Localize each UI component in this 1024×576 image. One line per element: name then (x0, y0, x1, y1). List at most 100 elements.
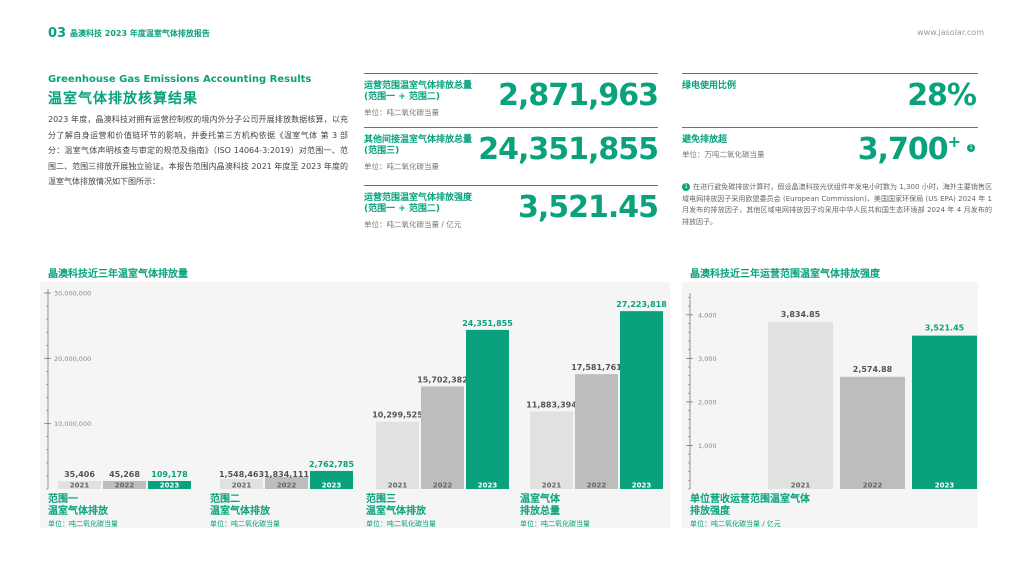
chart1-year-band (421, 481, 464, 489)
chart1-category-unit: 单位：吨二氧化碳当量 (366, 519, 436, 528)
chart2-year-band (912, 481, 977, 489)
footnote-marker-icon: 1 (967, 137, 978, 156)
kpi-green-power-label: 绿电使用比例 (682, 81, 737, 91)
chart1-value-label: 11,883,394 (526, 400, 577, 409)
chart1-year-label: 2022 (115, 482, 135, 490)
chart2-value-label: 2,574.88 (853, 365, 893, 374)
chart1-year-label: 2023 (160, 482, 180, 490)
site-url[interactable]: www.jasolar.com (917, 28, 984, 37)
kpi-scope3-unit: 单位：吨二氧化碳当量 (364, 162, 439, 171)
chart1-category-unit: 单位：吨二氧化碳当量 (210, 519, 280, 528)
chart2-bar (912, 335, 977, 489)
chart1-year-band (58, 481, 101, 489)
chart1-tick-label: 10,000,000 (54, 420, 91, 428)
chart2-year-label: 2021 (791, 482, 811, 490)
kpi-scope12: 运营范围温室气体排放总量 (范围一 + 范围二) 单位：吨二氧化碳当量 2,87… (364, 73, 659, 123)
page-number: 03 (48, 26, 67, 41)
chart1-year-label: 2023 (478, 482, 498, 490)
kpi-avoided-value: 3,700+ (857, 132, 961, 167)
kpi-avoided-unit: 单位：万吨二氧化碳当量 (682, 150, 765, 159)
chart1-year-label: 2023 (632, 482, 652, 490)
chart2-svg: 1,000 2,000 3,000 4,000 2021 3,834.85 2022 2,57… (686, 293, 977, 528)
chart1-year-band (376, 481, 419, 489)
chart1-year-label: 2021 (70, 482, 90, 490)
chart2-category-unit: 单位：吨二氧化碳当量 / 亿元 (690, 519, 781, 528)
kpi-avoided-suffix: + (947, 132, 961, 151)
chart2-tick-label: 2,000 (698, 398, 717, 406)
chart1-year-label: 2021 (388, 482, 408, 490)
chart2-title: 晶澳科技近三年运营范围温室气体排放强度 (690, 269, 880, 280)
kpi-intensity-value: 3,521.45 (517, 190, 659, 225)
chart1-value-label: 10,299,525 (372, 411, 423, 420)
chart2-year-band (768, 481, 833, 489)
chart1-bar (620, 311, 663, 489)
kpi-intensity: 运营范围温室气体排放强度 (范围一 + 范围二) 单位：吨二氧化碳当量 / 亿元… (364, 185, 659, 235)
chart1-year-band (575, 481, 618, 489)
kpi-green-power-value: 28% (907, 78, 977, 113)
intro-paragraph: 2023 年度，晶澳科技对拥有运营控制权的境内外分子公司开展排放数据核算，以充分… (48, 115, 348, 186)
chart1-value-label: 1,834,111 (264, 470, 309, 479)
chart1-year-label: 2022 (433, 482, 453, 490)
kpi-scope12-label: 运营范围温室气体排放总量 (范围一 + 范围二) (364, 81, 473, 102)
kpi-avoided-number: 3,700 (857, 132, 949, 167)
chart1-category-label: 范围三温室气体排放 (366, 492, 427, 517)
chart1-value-label: 17,581,761 (571, 363, 622, 372)
chart1-year-band (310, 481, 353, 489)
footnote: 1 在进行避免碳排放计算时，假设晶澳科技光伏组件年发电小时数为 1,300 小时，… (682, 182, 992, 228)
chart1-year-label: 2022 (277, 482, 297, 490)
chart1-bar (421, 386, 464, 489)
chart2-category-label: 单位营收运营范围温室气体排放强度 (690, 492, 811, 517)
chart1-svg: 10,000,000 20,000,000 30,000,000 2021 35,406… (44, 289, 667, 528)
kpi-intensity-label: 运营范围温室气体排放强度 (范围一 + 范围二) (364, 193, 473, 214)
footnote-text: 在进行避免碳排放计算时，假设晶澳科技光伏组件年发电小时数为 1,300 小时，海… (682, 183, 992, 226)
chart1-category-label: 温室气体排放总量 (520, 492, 561, 517)
chart2-tick-label: 1,000 (698, 442, 717, 450)
chart1-year-band (148, 481, 191, 489)
chart2-year-label: 2023 (935, 482, 955, 490)
footnote-mark-icon: 1 (682, 183, 690, 191)
chart1-year-label: 2021 (542, 482, 562, 490)
kpi-green-power: 绿电使用比例 28% (682, 73, 978, 121)
kpi-scope3: 其他间接温室气体排放总量 (范围三) 单位：吨二氧化碳当量 24,351,855 (364, 127, 659, 179)
chart1-value-label: 109,178 (151, 470, 188, 479)
chart1-category-unit: 单位：吨二氧化碳当量 (48, 519, 118, 528)
chart1-value-label: 2,762,785 (309, 460, 354, 469)
section-title-zh: 温室气体排放核算结果 (48, 91, 198, 107)
chart1-year-band (466, 481, 509, 489)
chart2-tick-label: 3,000 (698, 355, 717, 363)
chart2-value-label: 3,521.45 (925, 324, 965, 333)
chart1-year-label: 2023 (322, 482, 342, 490)
kpi-intensity-unit: 单位：吨二氧化碳当量 / 亿元 (364, 220, 462, 229)
chart1-category-label: 范围一温室气体排放 (48, 492, 109, 517)
chart1-bar (466, 329, 509, 489)
chart2-bar (840, 376, 905, 489)
chart1-tick-label: 30,000,000 (54, 290, 91, 298)
chart1-category-unit: 单位：吨二氧化碳当量 (520, 519, 590, 528)
chart1-bar (530, 411, 573, 489)
chart1-value-label: 1,548,463 (219, 470, 264, 479)
chart1-value-label: 35,406 (64, 470, 95, 479)
chart1-title: 晶澳科技近三年温室气体排放量 (48, 269, 188, 280)
kpi-avoided-label: 避免排放超 (682, 135, 728, 145)
chart2-value-label: 3,834.85 (781, 310, 821, 319)
chart1-bar (575, 374, 618, 489)
chart1-year-band (220, 481, 263, 489)
footnote-marker: 1 (967, 143, 975, 152)
kpi-scope12-value: 2,871,963 (498, 78, 659, 113)
kpi-avoided: 避免排放超 单位：万吨二氧化碳当量 3,700+ 1 (682, 127, 978, 175)
chart1-tick-label: 20,000,000 (54, 355, 91, 363)
kpi-scope12-unit: 单位：吨二氧化碳当量 (364, 108, 439, 117)
chart1-panel: 10,000,000 20,000,000 30,000,000 2021 35,406… (40, 282, 670, 528)
chart1-year-band (530, 481, 573, 489)
chart1-year-band (620, 481, 663, 489)
chart1-year-label: 2022 (587, 482, 607, 490)
chart1-year-band (265, 481, 308, 489)
chart2-bar (768, 321, 833, 489)
chart1-value-label: 24,351,855 (462, 319, 513, 328)
chart1-bar (376, 421, 419, 489)
chart1-year-band (103, 481, 146, 489)
chart1-category-label: 范围二温室气体排放 (210, 492, 271, 517)
chart1-value-label: 45,268 (109, 470, 140, 479)
chart2-year-label: 2022 (863, 482, 883, 490)
chart2-year-band (840, 481, 905, 489)
